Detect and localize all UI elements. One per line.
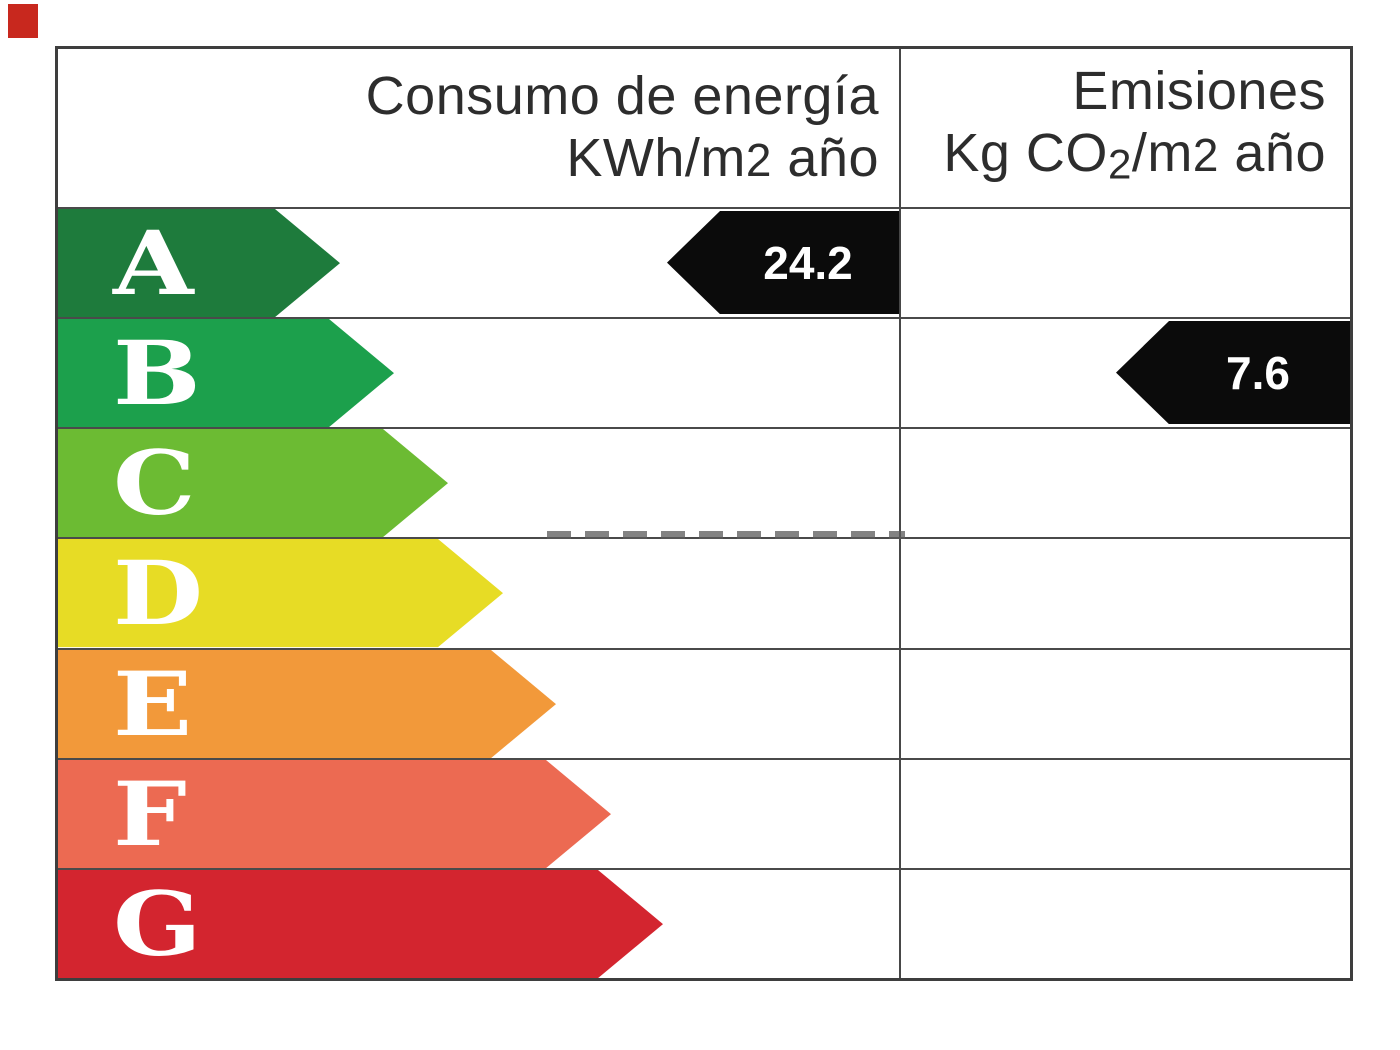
header-emissions-title: Emisiones <box>1072 61 1326 122</box>
header-emissions: Emisiones Kg CO2/m2 año <box>901 49 1350 207</box>
consumption-cell-g: G <box>58 869 901 978</box>
consumption-cell-e: E <box>58 649 901 758</box>
emissions-cell-d <box>901 539 1350 647</box>
emissions-cell-f <box>901 760 1350 868</box>
emissions-cell-a <box>901 209 1350 317</box>
rating-row-a: A 24.2 <box>58 207 1350 318</box>
indicator-value: 7.6 <box>1226 346 1290 399</box>
rating-letter-c: C <box>113 431 196 536</box>
indicator-arrow-icon <box>1116 321 1350 425</box>
rating-letter-e: E <box>113 651 193 756</box>
rating-letter-b: B <box>113 321 201 426</box>
consumption-cell-b: B <box>58 319 901 428</box>
consumption-cell-f: F <box>58 759 901 868</box>
header-emissions-unit: Kg CO2/m2 año <box>943 123 1326 188</box>
emissions-cell-b: 7.6 <box>901 319 1350 427</box>
rating-row-g: G <box>58 867 1350 978</box>
watermark-remnant <box>547 531 905 539</box>
consumption-cell-c: C <box>58 429 901 538</box>
rating-bar-f <box>58 759 611 868</box>
rating-bar-g <box>58 869 663 978</box>
indicator-consumption: 24.2 <box>667 211 899 315</box>
indicator-arrow-icon <box>667 211 899 315</box>
rating-bar-a <box>58 209 340 318</box>
rating-letter-f: F <box>113 761 187 866</box>
rating-row-f: F <box>58 757 1350 868</box>
consumption-cell-a: A 24.2 <box>58 209 901 318</box>
emissions-cell-g <box>901 870 1350 978</box>
rating-bar-b <box>58 319 394 428</box>
rating-row-e: E <box>58 647 1350 758</box>
rating-bar-c <box>58 429 448 538</box>
rating-row-c: C <box>58 427 1350 538</box>
emissions-cell-c <box>901 429 1350 537</box>
header-consumption-unit: KWh/m2 año <box>566 128 879 188</box>
indicator-emissions: 7.6 <box>1116 321 1350 425</box>
rating-table: Consumo de energía KWh/m2 año Emisiones … <box>55 46 1353 981</box>
rating-letter-g: G <box>113 871 202 976</box>
header-consumption-title: Consumo de energía <box>365 66 879 126</box>
rating-bar-e <box>58 649 556 758</box>
red-corner-marker <box>8 4 38 38</box>
header-consumption: Consumo de energía KWh/m2 año <box>58 49 901 207</box>
rating-letter-d: D <box>113 541 204 646</box>
rating-letter-a: A <box>113 211 194 316</box>
consumption-cell-d: D <box>58 539 901 648</box>
rating-row-d: D <box>58 537 1350 648</box>
emissions-cell-e <box>901 650 1350 758</box>
indicator-value: 24.2 <box>763 236 853 289</box>
header-row: Consumo de energía KWh/m2 año Emisiones … <box>58 49 1350 207</box>
rating-row-b: B 7.6 <box>58 317 1350 428</box>
rating-bar-d <box>58 539 503 648</box>
